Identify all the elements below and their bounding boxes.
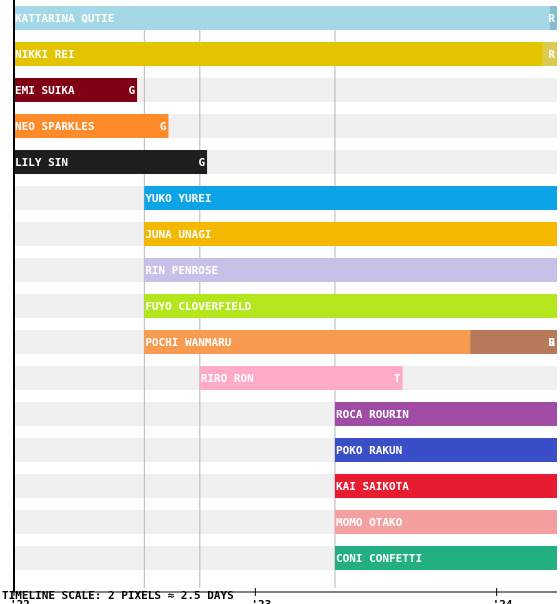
- bar-segment: [334, 546, 557, 570]
- bar-segment: [144, 294, 557, 318]
- bar-marker: G: [128, 84, 135, 97]
- bar-label: JUNA UNAGI: [145, 228, 211, 241]
- bar-segment: [334, 402, 557, 426]
- bar-label: FUYO CLOVERFIELD: [145, 300, 251, 313]
- timeline-scale-note: TIMELINE SCALE: 2 PIXELS ≈ 2.5 DAYS: [2, 589, 234, 602]
- bar-end-marker: G: [548, 336, 555, 349]
- x-tick-label: '22: [10, 598, 30, 604]
- bar-segment: [144, 222, 557, 246]
- bar-label: MOMO OTAKO: [336, 516, 403, 529]
- bar-segment: [144, 258, 557, 282]
- bar-segment: [199, 366, 403, 390]
- bar-marker: T: [394, 372, 401, 385]
- bar-segment: [144, 330, 471, 354]
- bar-label: RIRO RON: [201, 372, 254, 385]
- bar-label: ROCA ROURIN: [336, 408, 409, 421]
- bar-label: LILY SIN: [15, 156, 68, 169]
- bar-segment: [334, 474, 557, 498]
- bar-segment: [144, 186, 557, 210]
- bar-label: KAI SAIKOTA: [336, 480, 409, 493]
- bar-segment: [14, 114, 169, 138]
- bar-segment: [334, 510, 557, 534]
- x-tick-label: '24: [493, 598, 513, 604]
- bar-marker: R: [548, 336, 555, 349]
- bar-segment: [549, 6, 557, 30]
- bar-segment: [14, 150, 208, 174]
- bar-segment: [470, 330, 557, 354]
- bar-label: NIKKI REI: [15, 48, 75, 61]
- bar-segment: [14, 42, 543, 66]
- bar-label: POKO RAKUN: [336, 444, 402, 457]
- bar-label: YUKO YUREI: [145, 192, 211, 205]
- bar-segment: [14, 78, 138, 102]
- x-tick-label: '23: [251, 598, 271, 604]
- bar-segment: [542, 42, 557, 66]
- bar-label: CONI CONFETTI: [336, 552, 422, 565]
- bar-label: EMI SUIKA: [15, 84, 75, 97]
- bar-segment: [14, 6, 550, 30]
- bar-marker: R: [548, 48, 555, 61]
- bar-marker: G: [160, 120, 167, 133]
- bar-marker: R: [548, 12, 555, 25]
- bar-marker: G: [198, 156, 205, 169]
- bar-label: POCHI WANMARU: [145, 336, 231, 349]
- bar-label: NEO SPARKLES: [15, 120, 94, 133]
- bar-label: KATTARINA QUTIE: [15, 12, 114, 25]
- bar-label: RIN PENROSE: [145, 264, 218, 277]
- bar-segment: [334, 438, 557, 462]
